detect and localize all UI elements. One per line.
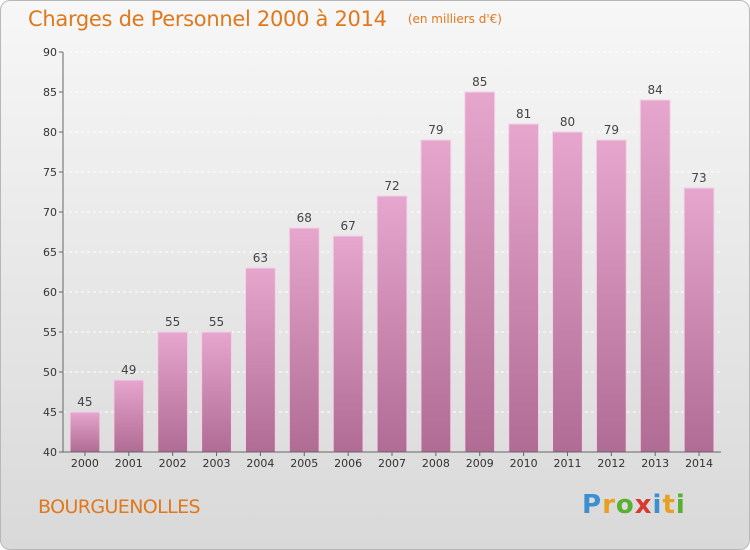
value-label: 63 xyxy=(253,251,268,265)
y-tick-label: 75 xyxy=(43,166,57,179)
x-tick-label: 2013 xyxy=(641,457,669,470)
bar-2006 xyxy=(332,235,364,453)
x-tick-label: 2003 xyxy=(203,457,231,470)
bar-2003 xyxy=(201,331,232,453)
bar-2008 xyxy=(420,139,452,453)
bar-2002 xyxy=(157,331,189,453)
value-label: 72 xyxy=(384,179,399,193)
proxiti-logo: Proxiti xyxy=(582,490,686,520)
place-name: BOURGUENOLLES xyxy=(38,496,201,518)
y-tick-label: 85 xyxy=(43,86,57,99)
y-tick-label: 65 xyxy=(43,246,57,259)
value-label: 84 xyxy=(648,83,663,97)
y-tick-label: 45 xyxy=(43,406,57,419)
value-label: 73 xyxy=(691,171,706,185)
y-tick-label: 70 xyxy=(43,206,57,219)
value-label: 79 xyxy=(428,123,443,137)
value-label: 45 xyxy=(77,395,92,409)
bar-2005 xyxy=(288,227,320,453)
bar-2012 xyxy=(595,139,627,453)
x-tick-label: 2008 xyxy=(422,457,450,470)
y-tick-label: 50 xyxy=(43,366,57,379)
value-label: 68 xyxy=(297,211,312,225)
y-tick-label: 80 xyxy=(43,126,57,139)
x-tick-label: 2005 xyxy=(290,457,318,470)
x-tick-label: 2002 xyxy=(159,457,187,470)
bar-2004 xyxy=(244,267,276,453)
x-tick-label: 2004 xyxy=(246,457,274,470)
value-label: 49 xyxy=(121,363,136,377)
value-label: 85 xyxy=(472,75,487,89)
y-tick-label: 90 xyxy=(43,46,57,59)
bar-2014 xyxy=(683,187,715,453)
x-tick-label: 2006 xyxy=(334,457,362,470)
x-tick-label: 2011 xyxy=(553,457,581,470)
x-tick-label: 2007 xyxy=(378,457,406,470)
value-label: 80 xyxy=(560,115,575,129)
y-tick-label: 55 xyxy=(43,326,57,339)
chart-title: Charges de Personnel 2000 à 2014 xyxy=(28,7,387,31)
x-tick-label: 2000 xyxy=(71,457,99,470)
value-label: 55 xyxy=(165,315,180,329)
bar-2007 xyxy=(376,195,408,453)
x-tick-label: 2001 xyxy=(115,457,143,470)
x-tick-label: 2012 xyxy=(597,457,625,470)
bar-2000 xyxy=(69,411,101,453)
value-label: 79 xyxy=(604,123,619,137)
bar-2013 xyxy=(639,99,671,453)
bar-2009 xyxy=(464,91,496,453)
bar-2001 xyxy=(113,379,145,453)
bar-2010 xyxy=(508,123,540,453)
value-label: 81 xyxy=(516,107,531,121)
y-tick-label: 40 xyxy=(43,446,57,459)
bar-2011 xyxy=(552,131,583,453)
x-tick-label: 2014 xyxy=(685,457,713,470)
x-tick-label: 2009 xyxy=(466,457,494,470)
value-label: 55 xyxy=(209,315,224,329)
x-tick-label: 2010 xyxy=(510,457,538,470)
value-label: 67 xyxy=(340,219,355,233)
chart-subtitle: (en milliers d'€) xyxy=(407,12,502,26)
title-row: Charges de Personnel 2000 à 2014 (en mil… xyxy=(28,7,502,31)
y-tick-label: 60 xyxy=(43,286,57,299)
